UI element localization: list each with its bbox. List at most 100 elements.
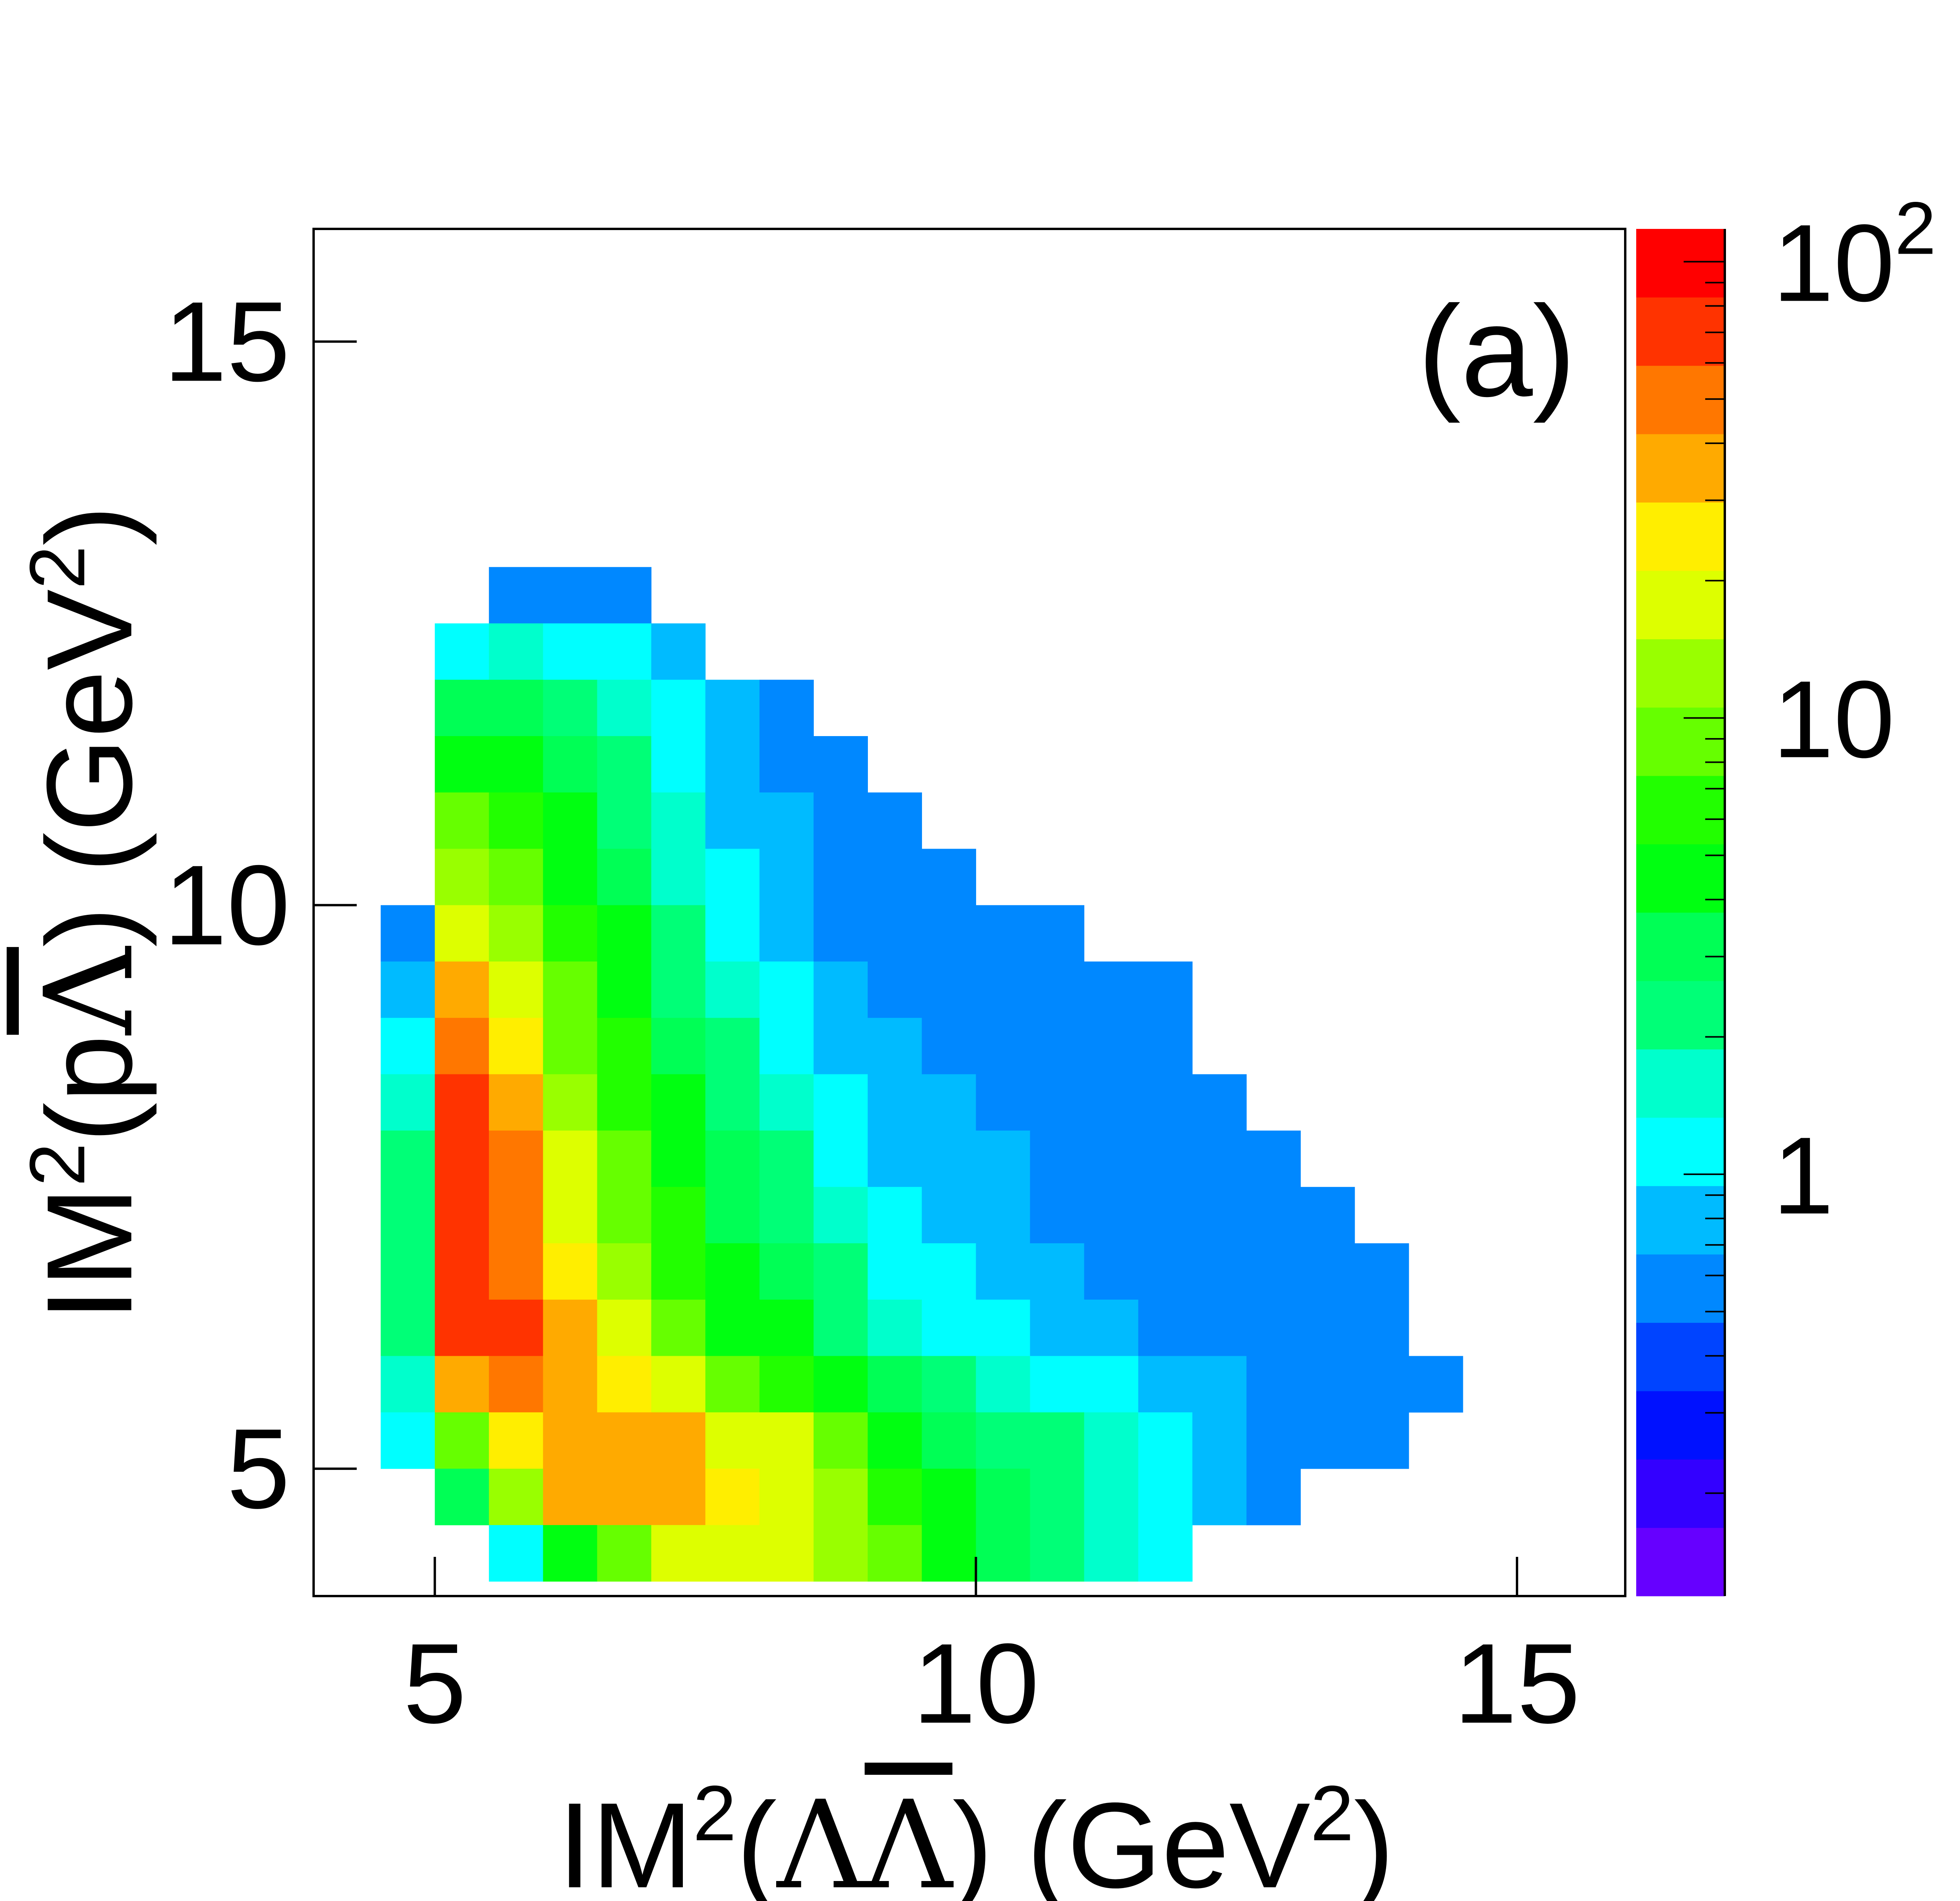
heatmap-bin: [435, 1412, 489, 1469]
heatmap-bin: [813, 905, 868, 962]
heatmap-bin: [813, 792, 868, 849]
heatmap-bin: [813, 1469, 868, 1526]
heatmap-bin: [435, 961, 489, 1018]
heatmap-bin: [489, 1130, 543, 1187]
heatmap-bin: [1138, 1130, 1193, 1187]
heatmap-bin: [651, 1412, 706, 1469]
heatmap-bin: [651, 736, 706, 793]
heatmap-bin: [543, 905, 597, 962]
heatmap-bin: [1300, 1412, 1355, 1469]
color-band: [1636, 707, 1725, 776]
heatmap-bin: [976, 1130, 1031, 1187]
heatmap-bin: [759, 680, 814, 736]
heatmap-bin: [705, 1412, 760, 1469]
color-band: [1636, 912, 1725, 981]
heatmap-bin: [867, 1018, 922, 1075]
color-band: [1636, 1254, 1725, 1323]
heatmap-bin: [976, 1412, 1031, 1469]
heatmap-bin: [922, 1074, 976, 1131]
heatmap-bin: [381, 1412, 435, 1469]
heatmap-bin: [543, 623, 597, 680]
heatmap-bin: [651, 1299, 706, 1357]
heatmap-bin: [435, 905, 489, 962]
heatmap-bin: [489, 1299, 543, 1357]
heatmap-bin: [1192, 1187, 1247, 1244]
heatmap-bin: [705, 1525, 760, 1582]
heatmap-bin: [1084, 1243, 1139, 1300]
heatmap-bin: [759, 1356, 814, 1413]
heatmap-bin: [651, 1187, 706, 1244]
heatmap-bin: [489, 905, 543, 962]
heatmap-bin: [976, 961, 1031, 1018]
heatmap-bin: [651, 1074, 706, 1131]
heatmap-bin: [922, 1356, 976, 1413]
heatmap-bin: [435, 1243, 489, 1300]
heatmap-bin: [1030, 1187, 1085, 1244]
heatmap-bin: [597, 961, 652, 1018]
heatmap-bin: [705, 1018, 760, 1075]
heatmap-bin: [1030, 1299, 1085, 1357]
heatmap-bin: [651, 1469, 706, 1526]
heatmap-bin: [381, 1018, 435, 1075]
heatmap-bin: [597, 1469, 652, 1526]
heatmap-bin: [1030, 1243, 1085, 1300]
heatmap-bin: [1246, 1187, 1301, 1244]
heatmap-bin: [489, 1412, 543, 1469]
heatmap-bin: [597, 1412, 652, 1469]
heatmap-bin: [867, 849, 922, 905]
heatmap-bin: [489, 567, 543, 624]
heatmap-bin: [759, 736, 814, 793]
heatmap-bin: [813, 736, 868, 793]
heatmap-bin: [435, 1130, 489, 1187]
heatmap-bin: [381, 1130, 435, 1187]
heatmap-bin: [651, 849, 706, 905]
heatmap-bin: [1084, 1018, 1139, 1075]
heatmap-bin: [597, 680, 652, 736]
axes: 5 10 15 5 10 15: [163, 278, 1580, 1747]
heatmap-bin: [705, 849, 760, 905]
heatmap-bin: [1192, 1074, 1247, 1131]
heatmap-bin: [489, 1074, 543, 1131]
heatmap-bin: [1246, 1412, 1301, 1469]
heatmap-bin: [1138, 1018, 1193, 1075]
heatmap-bin: [759, 1243, 814, 1300]
heatmap-bin: [435, 680, 489, 736]
heatmap-bin: [597, 1299, 652, 1357]
heatmap-bin: [489, 1243, 543, 1300]
heatmap-bin: [597, 792, 652, 849]
color-band: [1636, 1186, 1725, 1255]
y-tick-label: 5: [227, 1405, 290, 1532]
color-band: [1636, 639, 1725, 708]
heatmap-bin: [489, 623, 543, 680]
heatmap-bin: [976, 1469, 1031, 1526]
heatmap-bin: [651, 1356, 706, 1413]
color-band: [1636, 502, 1725, 571]
heatmap-bin: [1246, 1243, 1301, 1300]
heatmap-bin: [543, 1187, 597, 1244]
heatmap-bin: [597, 1243, 652, 1300]
heatmap-bin: [1300, 1187, 1355, 1244]
heatmap-bin: [651, 680, 706, 736]
heatmap-bin: [922, 905, 976, 962]
heatmap-bin: [1084, 961, 1139, 1018]
heatmap-bin: [435, 623, 489, 680]
heatmap-bin: [597, 1074, 652, 1131]
heatmap-bin: [1138, 1356, 1193, 1413]
heatmap-bin: [543, 567, 597, 624]
heatmap-bin: [543, 1412, 597, 1469]
heatmap-bin: [867, 1187, 922, 1244]
heatmap-bin: [922, 1412, 976, 1469]
heatmap-bin: [1300, 1243, 1355, 1300]
heatmap-bin: [813, 1356, 868, 1413]
heatmap-bin: [759, 849, 814, 905]
heatmap-bin: [759, 1469, 814, 1526]
heatmap-bin: [1138, 1074, 1193, 1131]
heatmap-bin: [922, 1469, 976, 1526]
heatmap-bin: [922, 1525, 976, 1582]
heatmap-bin: [867, 1074, 922, 1131]
heatmap-bin: [1192, 1356, 1247, 1413]
heatmap-bin: [597, 1525, 652, 1582]
y-tick-label: 10: [163, 842, 290, 969]
color-band: [1636, 776, 1725, 845]
heatmap-bin: [435, 1469, 489, 1526]
